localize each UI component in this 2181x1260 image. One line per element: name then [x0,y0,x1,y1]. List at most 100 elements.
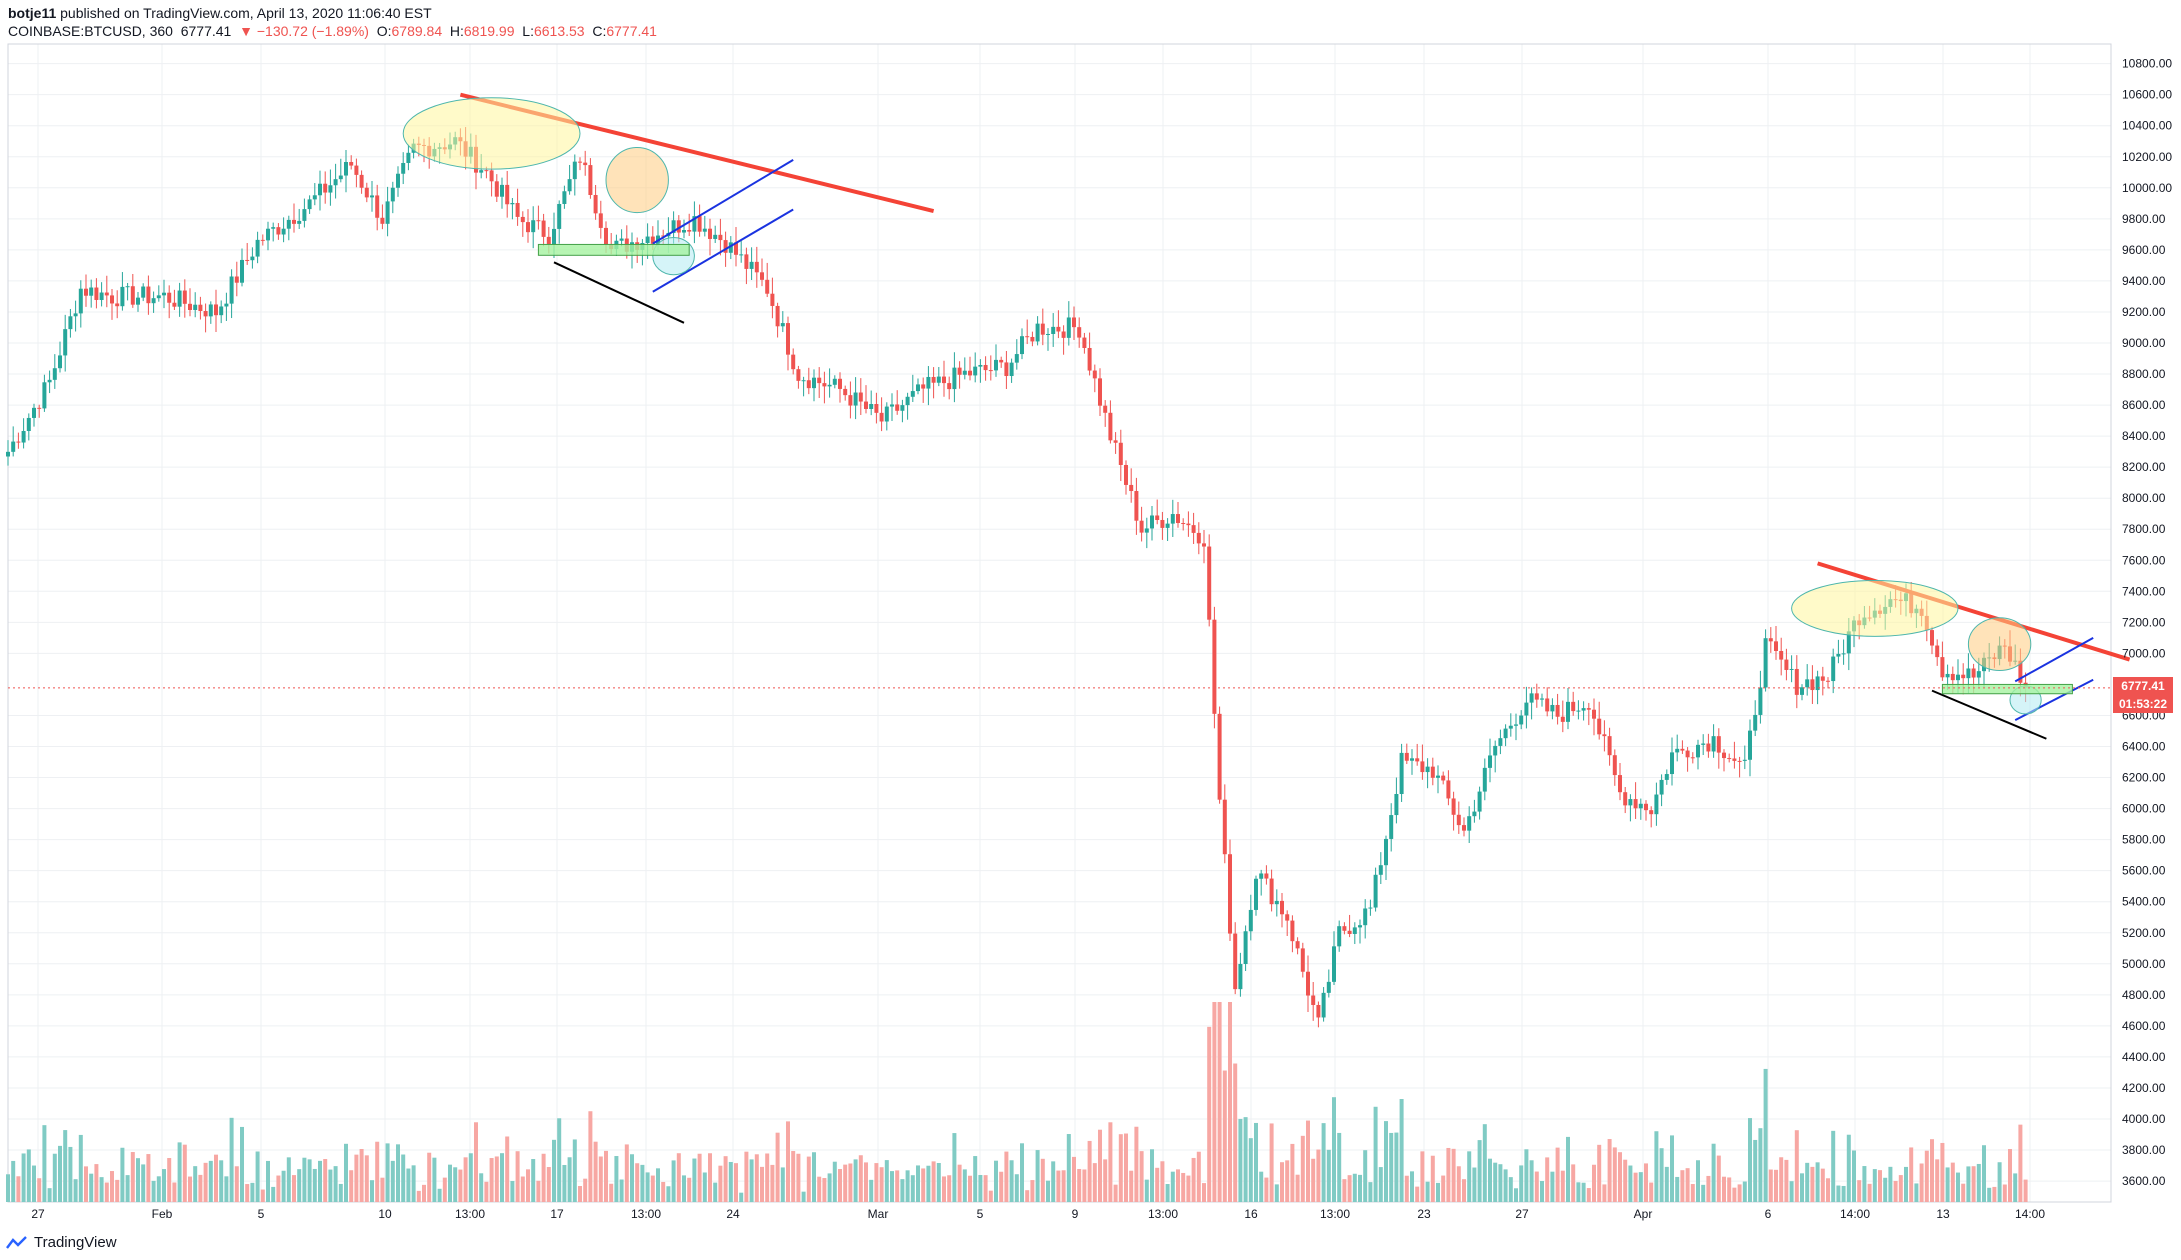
volume-bar [1456,1166,1461,1202]
volume-bar [645,1172,650,1202]
candle-down [1222,799,1227,855]
author-name[interactable]: botje11 [8,5,57,21]
volume-bar [58,1145,62,1202]
volume-bar [1498,1164,1503,1202]
volume-bar [1534,1171,1539,1202]
volume-bar [375,1141,380,1202]
volume-bar [1108,1122,1113,1202]
candle-down [858,392,863,402]
price-axis[interactable]: 10800.00 10600.00 10400.00 10200.00 10000.00… [2122,57,2172,1188]
volume-bar [562,1164,567,1202]
volume-bar [1446,1147,1451,1202]
volume-bar [250,1182,255,1202]
candle-down [167,292,172,303]
candle-up [1373,874,1378,908]
volume-bar [1144,1179,1149,1202]
volume-bar [905,1170,910,1202]
candle-up [328,185,333,193]
volume-bar [1134,1126,1139,1202]
candle-up [271,227,276,229]
volume-bar [1898,1175,1903,1202]
candle-up [801,380,806,382]
volume-bar [448,1164,452,1202]
volume-bar [468,1153,473,1202]
candle-up [281,228,286,235]
volume-bar [1664,1166,1669,1202]
volume-bar [1836,1185,1841,1202]
candle-up [193,304,198,311]
candle-up [286,219,291,229]
candle-up [333,179,338,186]
volume-bar [1987,1187,1992,1202]
volume-bar [219,1160,224,1202]
candle-down [1311,995,1316,1005]
candle-up [905,396,910,406]
candle-down [1025,336,1030,338]
candle-down [1456,814,1461,826]
volume-bar [1945,1167,1950,1202]
volume-bar [1711,1143,1716,1202]
volume-bar [994,1160,998,1202]
volume-bar [1815,1162,1820,1202]
volume-bar [120,1147,125,1202]
time-axis[interactable]: 27 Feb 5 10 13:00 17 13:00 24 Mar 5 9 13:00 16 13:00 2… [31,1207,2045,1221]
candle-up [73,313,78,317]
channel-line [652,158,794,245]
volume-bars [6,1002,2028,1202]
volume-bar [359,1148,364,1202]
volume-bar [1862,1166,1867,1202]
candle-up [812,377,816,389]
volume-bar [489,1158,494,1202]
candle-up [1399,752,1404,795]
candle-up [240,259,244,283]
open-label: O: [376,23,392,39]
time-tick-label: Feb [152,1207,173,1221]
volume-bar [1841,1185,1846,1202]
volume-bar [1394,1132,1399,1202]
volume-bar [1404,1175,1409,1202]
candle-down [848,395,853,406]
volume-bar [546,1167,551,1202]
volume-bar [2008,1149,2012,1202]
candle-down [1623,792,1628,806]
candle-up [141,286,146,298]
volume-bar [188,1176,192,1202]
candle-down [546,236,551,245]
candle-down [245,259,250,261]
price-tick-label: 8600.00 [2122,398,2166,412]
volume-bar [2013,1173,2018,1202]
volume-bar [1228,1002,1232,1202]
candle-down [1779,650,1784,660]
volume-bar [983,1175,988,1202]
candle-up [900,405,905,411]
volume-bar [1046,1180,1050,1202]
candle-up [1800,687,1804,695]
volume-bar [968,1175,972,1202]
volume-bar [1290,1143,1295,1202]
volume-bar [385,1143,390,1202]
volume-bar [505,1136,510,1202]
volume-bar [687,1177,692,1202]
volume-bar [1082,1169,1087,1202]
candle-up [692,216,697,232]
volume-bar [1654,1131,1659,1202]
candle-down [879,412,884,422]
candle-down [115,303,120,307]
volume-bar [973,1156,978,1202]
volume-bar [1742,1181,1747,1202]
candle-down [354,165,359,175]
volume-bar [1737,1184,1742,1202]
tradingview-logo[interactable]: TradingView [6,1234,117,1251]
volume-bar [526,1169,530,1202]
volume-bar [344,1143,348,1202]
candle-down [1586,708,1591,710]
candle-up [827,384,832,387]
candle-up [728,242,733,253]
candle-down [1342,926,1347,931]
volume-bar [895,1170,900,1202]
volume-bar [853,1159,858,1202]
volume-bar [822,1178,827,1202]
volume-bar [73,1179,78,1202]
volume-bar [1924,1150,1929,1202]
